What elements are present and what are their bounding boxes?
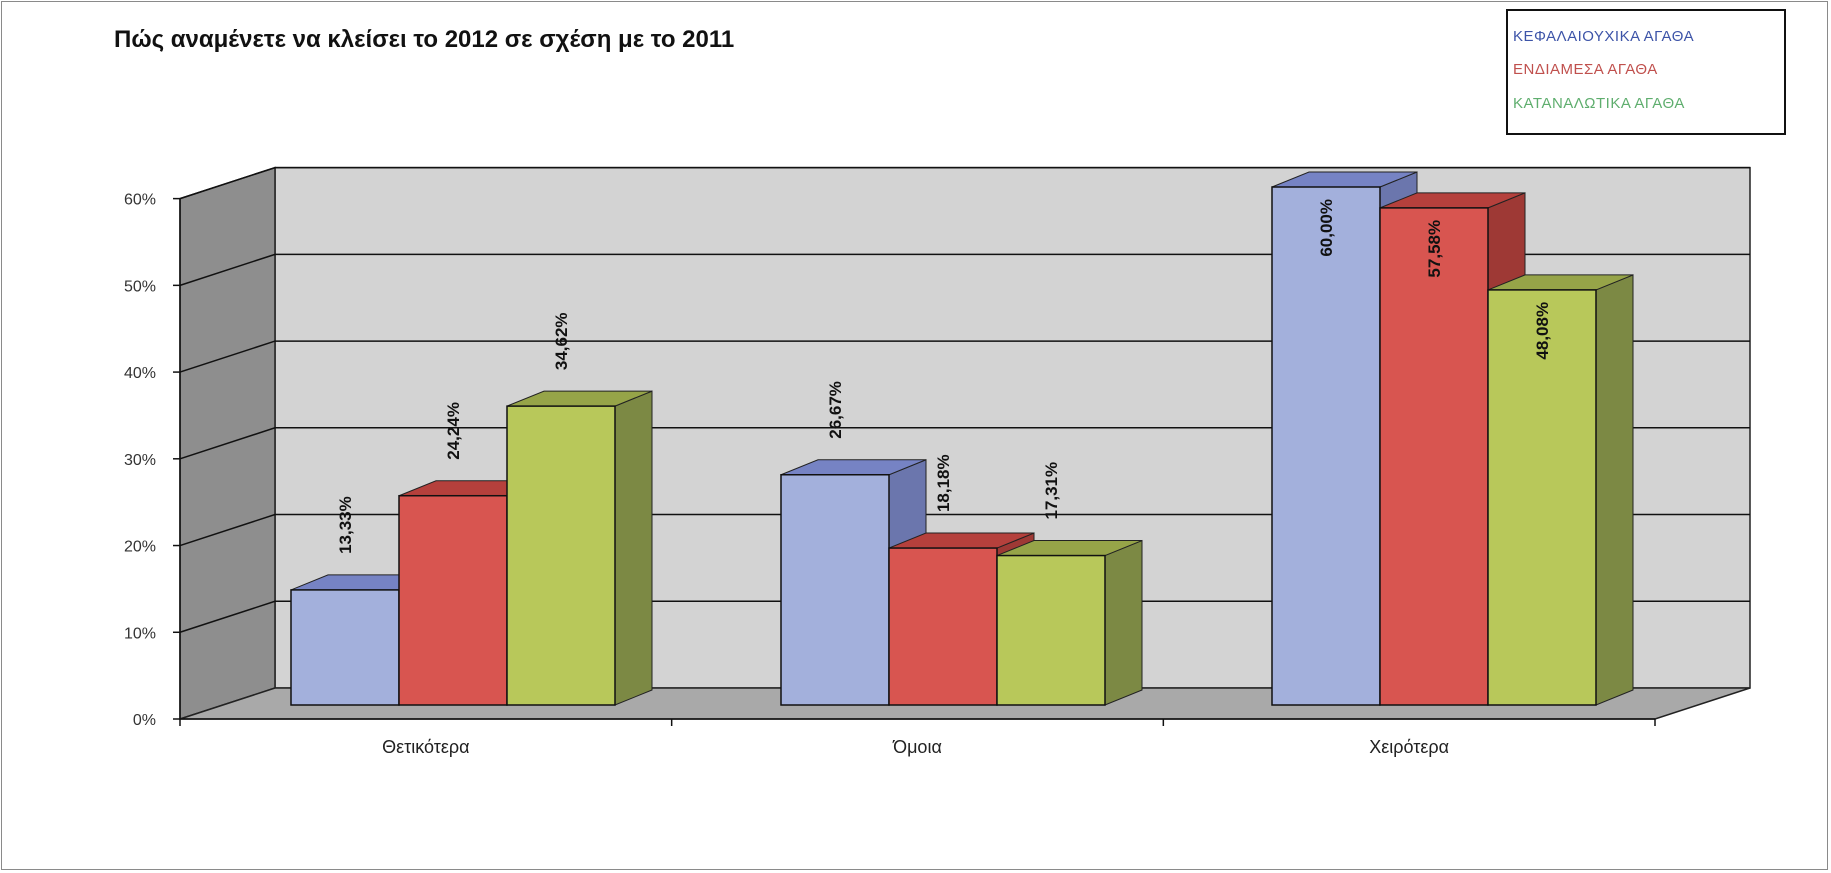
y-tick-label: 40% bbox=[124, 365, 156, 382]
x-tick-label: Όμοια bbox=[892, 737, 942, 757]
x-tick-label: Θετικότερα bbox=[382, 737, 469, 757]
y-tick-label: 20% bbox=[124, 539, 156, 556]
gridline bbox=[179, 427, 1750, 460]
legend-item-consumer-goods: ΚΑΤΑΝΑΛΩΤΙΚΑ ΑΓΑΘΑ bbox=[1513, 95, 1685, 112]
bar bbox=[996, 554, 1106, 706]
gridline bbox=[179, 253, 1750, 287]
gridline bbox=[179, 513, 1750, 547]
data-label: 48,08% bbox=[1533, 302, 1552, 360]
legend: ΚΕΦΑΛΑΙΟΥΧΙΚΑ ΑΓΑΘΑ ΕΝΔΙΑΜΕΣΑ ΑΓΑΘΑ ΚΑΤΑ… bbox=[1506, 9, 1786, 135]
chart-title: Πώς αναμένετε να κλείσει το 2012 σε σχέσ… bbox=[114, 26, 735, 53]
gridline bbox=[179, 600, 1750, 633]
data-label: 60,00% bbox=[1317, 199, 1336, 257]
bar bbox=[780, 473, 890, 706]
y-tick-label: 0% bbox=[133, 712, 156, 729]
legend-item-capital-goods: ΚΕΦΑΛΑΙΟΥΧΙΚΑ ΑΓΑΘΑ bbox=[1513, 28, 1695, 45]
data-label: 13,33% bbox=[336, 496, 355, 554]
bar bbox=[398, 494, 508, 706]
data-label: 34,62% bbox=[552, 312, 571, 370]
legend-item-intermediate-goods: ΕΝΔΙΑΜΕΣΑ ΑΓΑΘΑ bbox=[1513, 61, 1658, 78]
data-label: 26,67% bbox=[826, 381, 845, 439]
x-tick-label: Χειρότερα bbox=[1369, 737, 1449, 757]
bar bbox=[506, 405, 616, 706]
bar bbox=[888, 547, 998, 706]
bar-side bbox=[1104, 539, 1143, 706]
bar bbox=[290, 589, 400, 706]
y-tick-label: 50% bbox=[124, 278, 156, 295]
y-tick-label: 30% bbox=[124, 452, 156, 469]
bar bbox=[1379, 207, 1489, 706]
bar bbox=[1487, 289, 1597, 706]
gridline bbox=[179, 340, 1750, 373]
gridline bbox=[179, 166, 1750, 200]
data-label: 17,31% bbox=[1042, 462, 1061, 520]
y-tick-label: 10% bbox=[124, 625, 156, 642]
bar bbox=[1271, 186, 1381, 706]
bar-side bbox=[614, 390, 653, 706]
data-label: 24,24% bbox=[444, 402, 463, 460]
bar-side bbox=[1595, 274, 1634, 706]
data-label: 18,18% bbox=[934, 454, 953, 512]
y-tick-label: 60% bbox=[124, 192, 156, 209]
data-label: 57,58% bbox=[1425, 220, 1444, 278]
